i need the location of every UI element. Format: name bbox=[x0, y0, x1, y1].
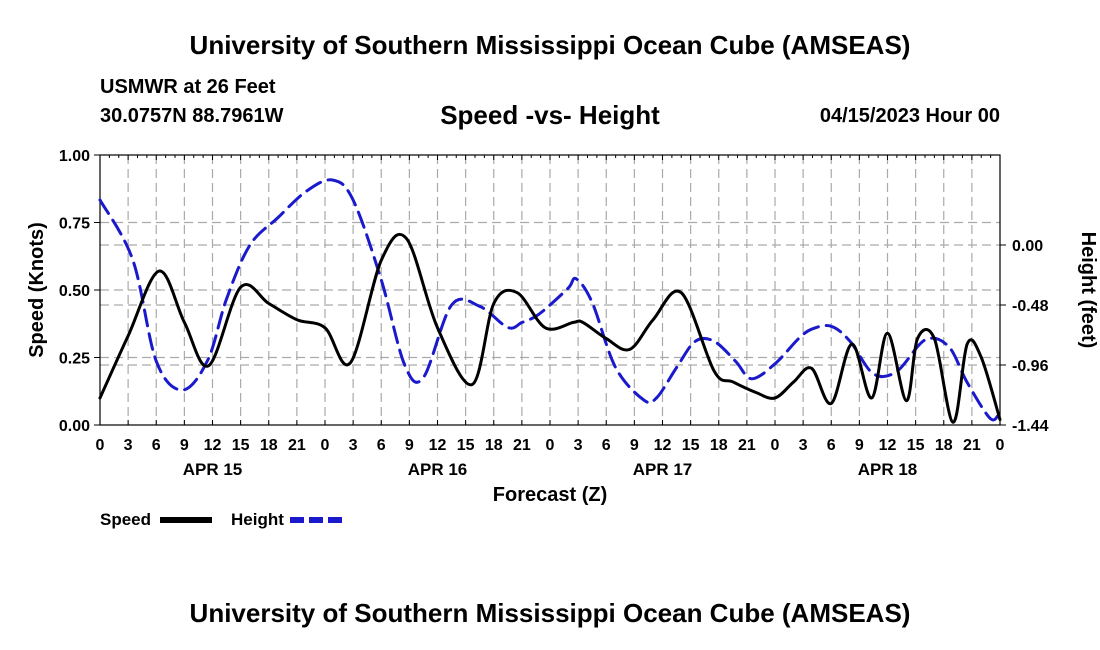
y-tick-label: 0.00 bbox=[59, 418, 90, 435]
x-axis-title: Forecast (Z) bbox=[493, 484, 607, 506]
x-tick-label: 0 bbox=[996, 437, 1005, 454]
x-tick-label: 0 bbox=[96, 437, 105, 454]
x-tick-label: 6 bbox=[602, 437, 611, 454]
x-tick-label: 9 bbox=[855, 437, 864, 454]
x-tick-label: 18 bbox=[710, 437, 728, 454]
x-tick-label: 12 bbox=[879, 437, 897, 454]
x-tick-label: 21 bbox=[738, 437, 756, 454]
y2-tick-label: -1.44 bbox=[1012, 418, 1049, 435]
station-coordinates: 30.0757N 88.7961W bbox=[100, 105, 284, 127]
y-tick-label: 0.50 bbox=[59, 283, 90, 300]
x-tick-label: 15 bbox=[457, 437, 475, 454]
x-tick-label: 21 bbox=[963, 437, 981, 454]
series-line-speed bbox=[98, 232, 1002, 424]
x-tick-label: 15 bbox=[907, 437, 925, 454]
x-tick-label: 12 bbox=[654, 437, 672, 454]
chart-subtitle: Speed -vs- Height bbox=[440, 100, 660, 130]
series-line-height bbox=[98, 178, 1002, 422]
day-label: APR 18 bbox=[858, 460, 918, 479]
x-tick-label: 3 bbox=[349, 437, 358, 454]
x-tick-label: 18 bbox=[485, 437, 503, 454]
x-tick-label: 18 bbox=[260, 437, 278, 454]
footer-title: University of Southern Mississippi Ocean… bbox=[189, 598, 911, 628]
x-tick-label: 6 bbox=[377, 437, 386, 454]
legend: Speed Height bbox=[100, 510, 342, 529]
page-title: University of Southern Mississippi Ocean… bbox=[189, 30, 911, 60]
x-tick-label: 3 bbox=[574, 437, 583, 454]
x-tick-label: 21 bbox=[513, 437, 531, 454]
legend-label-speed: Speed bbox=[100, 510, 151, 529]
x-tick-label: 6 bbox=[152, 437, 161, 454]
series-lines bbox=[98, 178, 1002, 424]
x-tick-label: 3 bbox=[799, 437, 808, 454]
x-tick-label: 9 bbox=[405, 437, 414, 454]
y2-axis-title: Height (feet) bbox=[1077, 232, 1099, 349]
grid bbox=[100, 155, 1000, 425]
y-axis-title: Speed (Knots) bbox=[26, 222, 48, 358]
day-label: APR 16 bbox=[408, 460, 468, 479]
x-tick-label: 12 bbox=[204, 437, 222, 454]
legend-label-height: Height bbox=[231, 510, 284, 529]
x-tick-label: 12 bbox=[429, 437, 447, 454]
x-tick-label: 15 bbox=[232, 437, 250, 454]
x-tick-label: 6 bbox=[827, 437, 836, 454]
y-tick-label: 0.75 bbox=[59, 216, 90, 233]
station-label: USMWR at 26 Feet bbox=[100, 76, 276, 98]
forecast-datetime: 04/15/2023 Hour 00 bbox=[819, 105, 1000, 127]
y2-tick-label: -0.96 bbox=[1012, 358, 1049, 375]
y2-tick-label: -0.48 bbox=[1012, 298, 1049, 315]
x-tick-label: 0 bbox=[771, 437, 780, 454]
x-tick-label: 18 bbox=[935, 437, 953, 454]
x-tick-label: 0 bbox=[321, 437, 330, 454]
x-tick-label: 21 bbox=[288, 437, 306, 454]
x-tick-label: 3 bbox=[124, 437, 133, 454]
axis-labels: 0 3 6 9 12 15 18 21 0 3 6 9 12 15 18 21 0 3 6 9 12 15 18 21 0 3 6 9… bbox=[59, 148, 1049, 479]
x-tick-label: 9 bbox=[630, 437, 639, 454]
x-tick-label: 9 bbox=[180, 437, 189, 454]
axis-ticks bbox=[94, 154, 1006, 426]
y-tick-label: 0.25 bbox=[59, 351, 90, 368]
day-label: APR 15 bbox=[183, 460, 243, 479]
y2-tick-label: 0.00 bbox=[1012, 238, 1043, 255]
day-label: APR 17 bbox=[633, 460, 693, 479]
y-tick-label: 1.00 bbox=[59, 148, 90, 165]
x-tick-label: 15 bbox=[682, 437, 700, 454]
x-tick-label: 0 bbox=[546, 437, 555, 454]
